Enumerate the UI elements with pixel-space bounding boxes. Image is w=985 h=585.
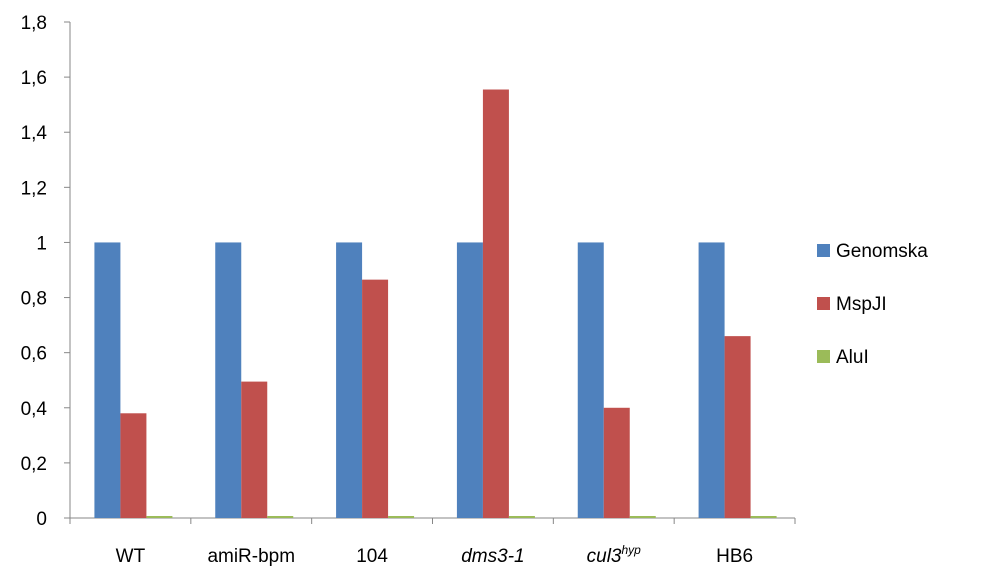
bar-mspji-3	[482, 89, 509, 518]
y-tick-label: 1,4	[21, 123, 48, 144]
bar-genomska-3	[456, 242, 483, 518]
x-tick-label: dms3-1	[461, 546, 524, 567]
y-tick-label: 0	[36, 509, 47, 530]
x-tick-label: amiR-bpm	[207, 546, 295, 567]
legend-swatch-genomska	[817, 244, 830, 257]
bars	[94, 89, 777, 518]
y-tick-label: 1	[36, 233, 47, 254]
bar-alui-1	[267, 516, 294, 518]
bar-alui-2	[388, 516, 415, 518]
bar-alui-4	[629, 516, 656, 518]
bar-mspji-5	[724, 336, 751, 518]
bar-genomska-1	[215, 242, 242, 518]
bar-genomska-0	[94, 242, 121, 518]
bar-mspji-1	[241, 381, 268, 518]
x-tick-label: cul3hyp	[587, 543, 642, 567]
bar-mspji-2	[362, 279, 389, 518]
y-tick-labels: 0 0,2 0,4 0,6 0,8 1 1,2 1,4 1,6 1,8	[21, 13, 48, 530]
bar-alui-0	[146, 516, 173, 518]
bar-alui-3	[508, 516, 535, 518]
bar-alui-5	[750, 516, 777, 518]
bar-mspji-0	[120, 413, 147, 518]
bar-genomska-5	[698, 242, 725, 518]
bar-genomska-4	[577, 242, 604, 518]
axes	[64, 21, 796, 524]
y-tick-label: 0,8	[21, 289, 47, 310]
legend-label-alui: AluI	[836, 347, 869, 368]
legend: Genomska MspJI AluI	[817, 241, 928, 368]
legend-label-genomska: Genomska	[836, 241, 928, 262]
bar-mspji-4	[603, 407, 630, 518]
y-tick-label: 1,8	[21, 13, 47, 34]
legend-label-mspji: MspJI	[836, 294, 887, 315]
legend-swatch-mspji	[817, 297, 830, 310]
x-tick-label: HB6	[716, 546, 753, 567]
x-tick-label: WT	[116, 546, 146, 567]
y-tick-label: 0,6	[21, 344, 47, 365]
y-tick-label: 0,4	[21, 399, 48, 420]
x-tick-labels: WT amiR-bpm 104 dms3-1 cul3hyp HB6	[116, 543, 753, 567]
y-tick-label: 0,2	[21, 454, 47, 475]
y-tick-label: 1,2	[21, 178, 47, 199]
y-tick-label: 1,6	[21, 68, 47, 89]
legend-swatch-alui	[817, 350, 830, 363]
x-tick-label: 104	[356, 546, 388, 567]
bar-genomska-2	[336, 242, 363, 518]
